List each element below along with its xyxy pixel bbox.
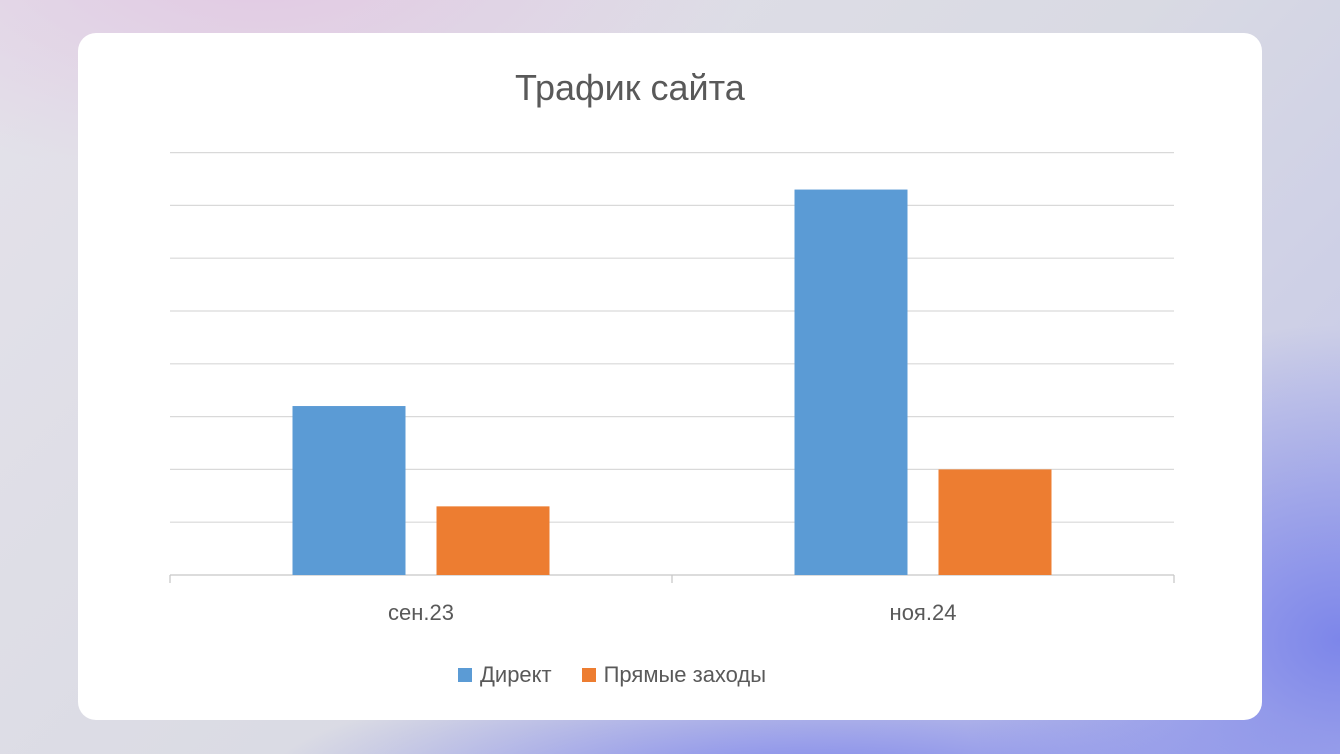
bar-direct-1 <box>794 189 908 575</box>
bar-direct-visits-1 <box>938 469 1052 575</box>
legend-swatch-direct <box>458 668 472 682</box>
legend-item-direct-visits: Прямые заходы <box>581 662 767 688</box>
chart-legend: Директ Прямые заходы <box>458 660 908 690</box>
bar-direct-0 <box>292 406 406 575</box>
legend-item-direct: Директ <box>458 662 552 688</box>
legend-label-direct: Директ <box>480 662 552 687</box>
bar-direct-visits-0 <box>436 506 550 575</box>
category-label-1: ноя.24 <box>890 600 957 625</box>
category-label-0: сен.23 <box>388 600 454 625</box>
legend-swatch-direct-visits <box>581 668 596 682</box>
bar-chart-plot: сен.23 ноя.24 <box>169 151 1175 625</box>
chart-card: Трафик сайта сен.23 ноя.24 Директ Прямые … <box>78 33 1262 720</box>
chart-title: Трафик сайта <box>515 67 745 108</box>
legend-label-direct-visits: Прямые заходы <box>603 662 767 687</box>
